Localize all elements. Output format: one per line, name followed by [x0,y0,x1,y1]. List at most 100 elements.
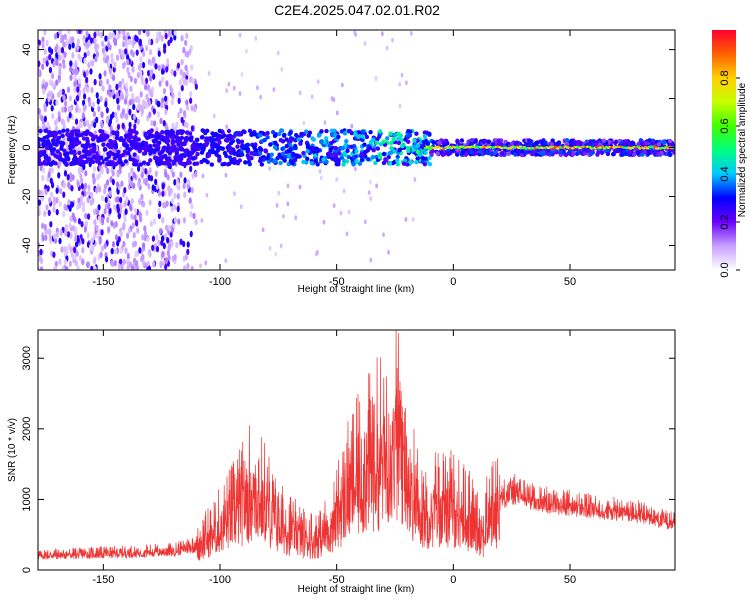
spectrogram-cell [83,57,87,64]
spectrogram-cell [519,152,525,158]
spectrogram-cell [321,157,326,162]
spectrogram-cell [101,158,105,165]
spectrogram-cell [112,37,117,44]
spectrogram-cell [60,133,65,138]
spectrogram-cell [114,248,118,255]
spectrogram-cell [261,157,266,162]
spectrogram-cell [369,196,373,202]
spectrogram-cell [135,49,139,56]
spectrogram-cell [156,31,160,39]
spectrogram-cell [45,140,50,146]
spectrogram-cell [125,196,129,203]
spectrogram-cell [83,226,87,233]
spectrogram-cell [286,201,290,207]
spectrogram-cell [132,172,136,179]
spectrogram-cell [133,123,137,131]
spectrogram-cell [38,60,41,67]
spectrogram-cell [167,30,171,38]
spectrogram-cell [110,247,114,255]
spectrogram-cell [50,105,54,112]
spectrogram-cell [224,172,228,178]
spectrogram-cell [152,73,156,80]
spectrogram-cell [435,151,440,156]
spectrogram-cell [169,36,173,43]
spectrogram-cell [104,35,108,42]
spectrogram-cell [232,151,237,156]
spectrogram-cell [119,247,123,255]
spectrogram-cell [199,263,202,269]
spectrogram-cell [78,121,82,128]
spectrogram-cell [95,187,99,194]
spectrogram-cell [160,68,165,75]
spectrogram-cell [191,172,195,180]
spectrogram-cell [138,162,144,167]
spectrogram-cell [513,152,518,157]
spectrogram-cell [492,150,498,156]
spectrogram-cell [183,177,187,184]
spectrogram-cell [170,68,174,76]
spectrogram-cell [100,216,105,224]
spectrogram-cell [152,261,156,268]
spectrogram-cell [59,146,64,151]
spectrogram-cell [141,160,147,165]
spectrogram-cell [129,128,135,134]
spectrogram-cell [576,150,582,155]
spectrogram-cell [61,106,65,113]
spectrogram-cell [110,260,114,267]
spectrogram-cell [143,230,148,237]
spectrogram-cell [38,69,41,77]
spectrogram-cell [286,183,290,189]
spectrogram-cell [627,150,632,156]
spectrogram-cell [160,129,165,135]
spectrogram-cell [457,147,461,150]
spectrogram-cell [224,153,229,159]
spectrogram-cell [145,44,149,52]
spectrogram-cell [146,266,150,270]
spectrogram-cell [178,145,184,151]
spectrogram-cell [157,100,161,108]
spectrogram-cell [207,71,211,76]
spectrogram-cell [397,148,402,153]
spectrogram-cell [66,116,70,123]
spectrogram-cell [124,113,128,120]
spectrogram-cell [87,123,92,131]
spectrogram-cell [570,151,576,156]
spectrogram-cell [154,178,158,186]
spectrogram-cell [195,151,200,157]
spectrogram-cell [292,143,298,149]
spectrogram-cell [282,158,287,163]
spectrogram-cell [108,84,112,91]
spectrogram-cell [71,174,75,181]
spectrogram-cell [483,139,488,144]
spectrogram-cell [55,59,59,66]
spectrogram-cell [238,91,242,96]
spectrogram-cell [91,149,97,154]
spectrogram-cell [310,145,315,151]
spectrogram-cell [104,256,109,263]
spectrogram-cell [385,136,390,141]
spectrogram-cell [98,238,102,245]
spectrogram-cell [41,36,45,43]
spectrogram-cell [122,30,126,37]
spectrogram-cell [179,153,184,158]
spectrogram-cell [296,137,301,142]
spectrogram-cell [129,75,133,83]
snr-ylabel: SNR (10 * v/v) [7,418,18,482]
spectrogram-cell [93,265,97,270]
spectrogram-cell [367,190,371,196]
spectrogram-cell [97,215,102,222]
spectrogram-cell [284,143,290,149]
spectrogram-cell [647,138,652,143]
spectrogram-cell [57,91,61,98]
spectrogram-cell [143,100,147,108]
spectrogram-cell [165,66,169,73]
spectrogram-cell [63,170,68,177]
spectrogram-cell [578,140,583,146]
spectrogram-cell [73,80,77,87]
spectrogram-cell [94,43,98,50]
spectrogram-cell [185,122,189,129]
spectrogram-cell [78,157,83,162]
spectrogram-cell [269,152,274,157]
spectrogram-cell [104,203,108,210]
spectrogram-cell [64,230,68,237]
